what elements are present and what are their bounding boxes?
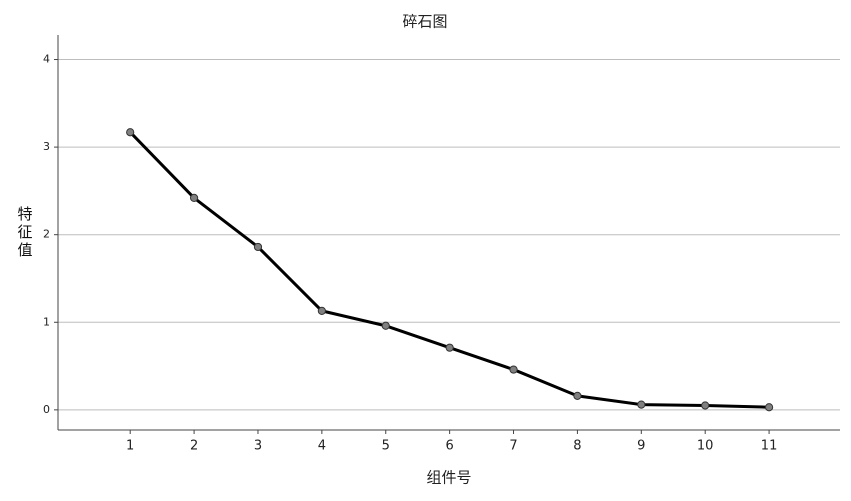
x-tick-label: 4 [318, 439, 326, 454]
point [445, 343, 454, 352]
point [253, 242, 263, 252]
x-tick-label: 5 [382, 439, 390, 454]
x-tick-label: 2 [190, 439, 198, 454]
x-tick-label: 6 [445, 439, 453, 454]
point [189, 193, 199, 203]
point [764, 403, 774, 412]
x-tick-label: 11 [761, 439, 778, 454]
x-tick-label: 7 [509, 439, 517, 454]
x-tick-label: 10 [697, 439, 714, 454]
chart-title: 碎石图 [402, 13, 447, 31]
y-tick-label: 2 [43, 228, 50, 241]
series-line [129, 131, 770, 409]
x-tick-label: 9 [637, 439, 645, 454]
point [381, 321, 390, 330]
point [509, 365, 518, 374]
point [573, 391, 582, 400]
x-tick-label: 1 [126, 439, 134, 454]
point [126, 128, 135, 137]
x-tick-label: 8 [573, 439, 581, 454]
x-tick-label: 3 [254, 439, 262, 454]
point [637, 400, 646, 409]
point [701, 401, 710, 410]
y-tick-label: 0 [43, 403, 50, 416]
y-axis-label: 特征值 [17, 205, 33, 259]
y-tick-label: 1 [43, 315, 50, 328]
x-axis-label: 组件号 [426, 469, 471, 487]
point [317, 306, 326, 315]
y-tick-label: 3 [43, 140, 50, 153]
y-tick-label: 4 [43, 53, 50, 66]
